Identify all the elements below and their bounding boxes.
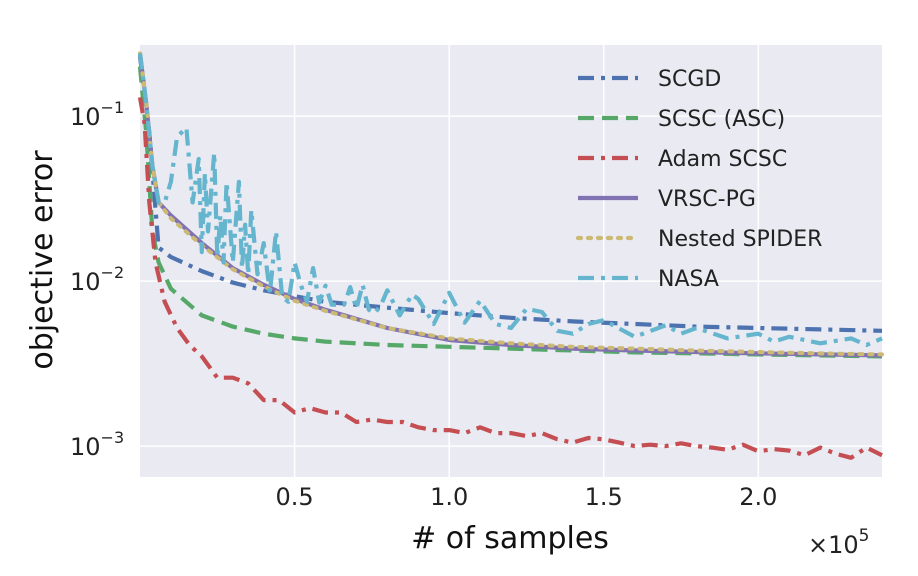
legend: SCGD SCSC (ASC) Adam SCSC VRSC-PG Nested SPI… bbox=[575, 67, 822, 292]
series-layer bbox=[137, 51, 884, 460]
y-tick-exponent: −1 bbox=[101, 98, 125, 117]
x-multiplier: ×105 bbox=[808, 526, 869, 559]
y-tick-label: 10−3 bbox=[70, 428, 124, 461]
x-tick-labels: 0.5 1.0 1.5 2.0 bbox=[275, 483, 777, 511]
x-tick-label: 0.5 bbox=[275, 483, 313, 511]
legend-label: VRSC-PG bbox=[658, 187, 756, 212]
x-tick-label: 1.0 bbox=[430, 483, 468, 511]
x-multiplier-exponent: 5 bbox=[859, 526, 870, 546]
x-tick-label: 1.5 bbox=[585, 483, 623, 511]
series-line-scsc-asc- bbox=[137, 66, 883, 359]
y-tick-labels: 10−110−210−3 bbox=[70, 98, 124, 461]
x-axis-label: # of samples bbox=[411, 521, 609, 556]
y-tick-exponent: −2 bbox=[101, 263, 125, 282]
legend-label: SCGD bbox=[658, 67, 721, 92]
y-tick-label: 10−2 bbox=[70, 263, 124, 296]
y-tick-base: 10 bbox=[70, 268, 101, 296]
x-multiplier-base: ×10 bbox=[808, 531, 859, 559]
x-tick-label: 2.0 bbox=[739, 483, 777, 511]
legend-label: Nested SPIDER bbox=[658, 227, 822, 252]
y-tick-base: 10 bbox=[70, 103, 101, 131]
series-line-nasa bbox=[137, 53, 883, 348]
series-line-adam-scsc bbox=[137, 97, 883, 460]
y-tick-base: 10 bbox=[70, 433, 101, 461]
legend-label: SCSC (ASC) bbox=[658, 107, 785, 132]
legend-label: NASA bbox=[658, 267, 719, 292]
y-tick-exponent: −3 bbox=[101, 428, 125, 447]
y-tick-label: 10−1 bbox=[70, 98, 124, 131]
y-axis-label: objective error bbox=[25, 150, 60, 370]
legend-label: Adam SCSC bbox=[658, 147, 787, 172]
